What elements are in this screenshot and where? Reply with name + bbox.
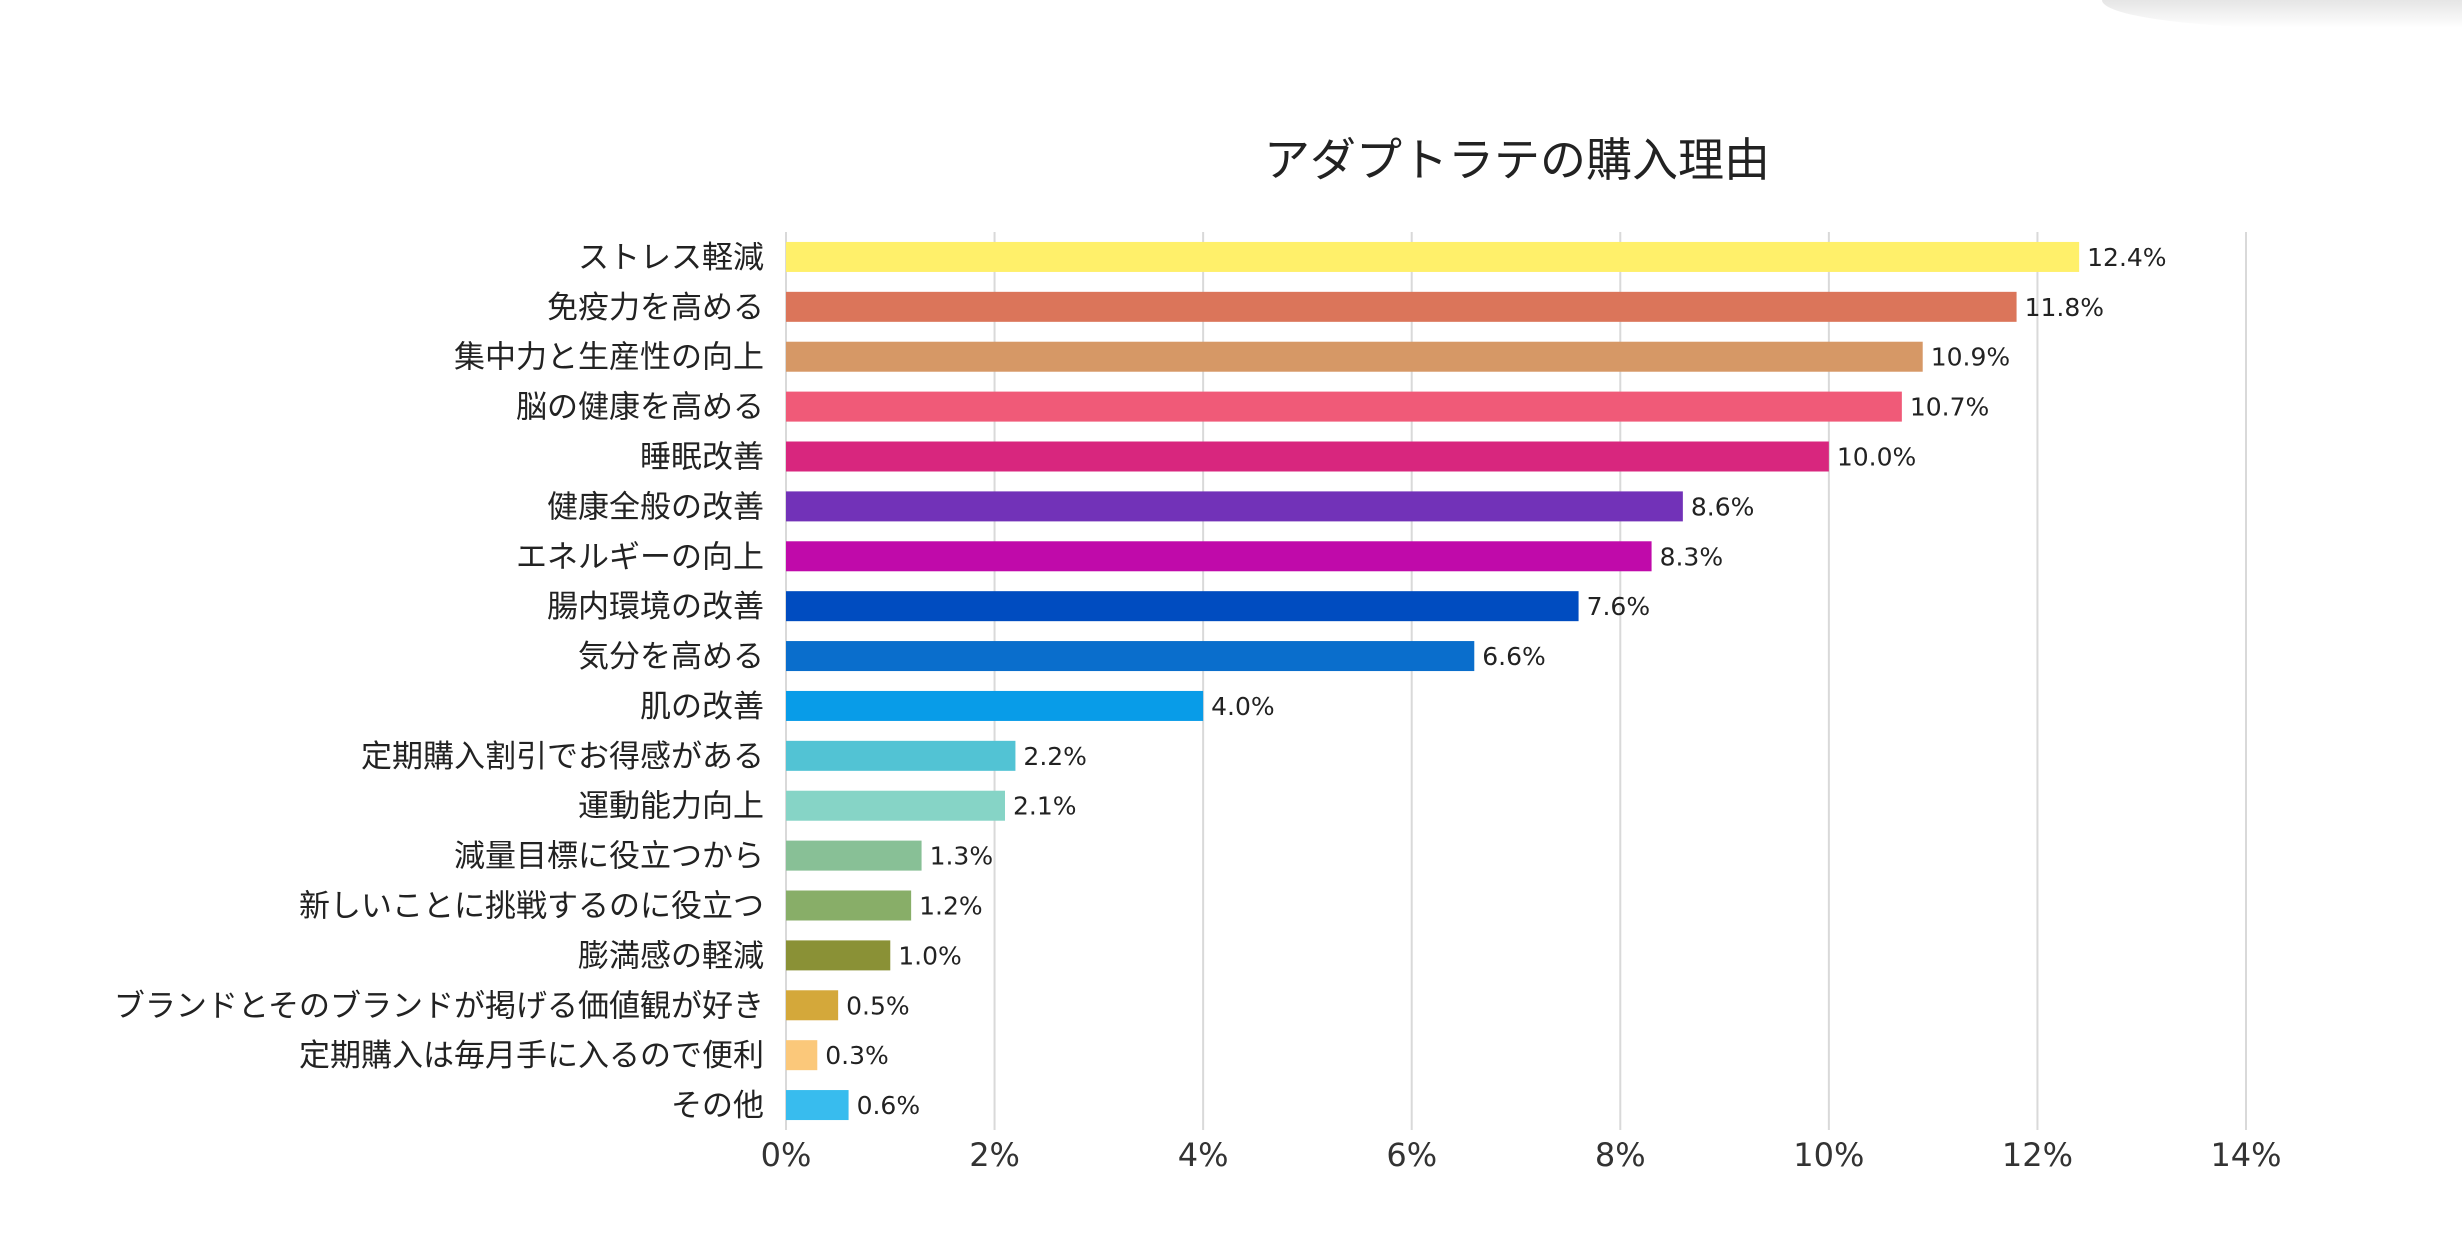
category-label: 健康全般の改善 xyxy=(547,489,764,525)
bar-16 xyxy=(786,990,839,1021)
bar-9 xyxy=(786,641,1475,672)
chart-title: アダプトラテの購入理由 xyxy=(1264,133,1770,187)
bar-17 xyxy=(786,1040,818,1071)
bar-12 xyxy=(786,790,1005,821)
bar-3 xyxy=(786,341,1923,372)
category-label: エネルギーの向上 xyxy=(516,539,764,575)
value-label: 7.6% xyxy=(1587,592,1651,621)
category-label: 気分を高める xyxy=(578,639,764,675)
category-label: 膨満感の軽減 xyxy=(578,938,764,974)
x-tick-label: 8% xyxy=(1595,1136,1646,1174)
x-tick-label: 14% xyxy=(2210,1136,2281,1174)
value-label: 0.6% xyxy=(857,1091,921,1120)
category-label: 肌の改善 xyxy=(640,689,764,725)
x-tick-label: 12% xyxy=(2002,1136,2073,1174)
value-label: 10.0% xyxy=(1837,443,1916,472)
bar-14 xyxy=(786,890,912,921)
x-axis-ticks: 0% 2% 4% 6% 8% 10% 12% 14% xyxy=(761,1136,2282,1174)
value-label: 1.0% xyxy=(898,941,962,970)
category-label: ストレス軽減 xyxy=(578,240,764,276)
bar-2 xyxy=(786,291,2017,322)
value-labels: 12.4% 11.8% 10.9% 10.7% 10.0% 8.6% 8.3% 7.6% 6.6… xyxy=(825,243,2166,1120)
category-label: 脳の健康を高める xyxy=(516,390,764,426)
value-label: 10.9% xyxy=(1931,343,2010,372)
bar-7 xyxy=(786,541,1652,572)
category-label: 定期購入割引でお得感がある xyxy=(361,739,764,775)
value-label: 4.0% xyxy=(1211,692,1275,721)
value-label: 12.4% xyxy=(2087,243,2166,272)
bar-1 xyxy=(786,241,2080,272)
x-tick-label: 4% xyxy=(1178,1136,1229,1174)
value-label: 8.6% xyxy=(1691,492,1755,521)
bar-13 xyxy=(786,840,922,871)
bars xyxy=(786,241,2080,1121)
value-label: 1.2% xyxy=(919,892,983,921)
value-label: 2.2% xyxy=(1023,742,1087,771)
category-label: 新しいことに挑戦するのに役立つ xyxy=(299,889,764,925)
value-label: 1.3% xyxy=(930,842,994,871)
x-tick-label: 0% xyxy=(761,1136,812,1174)
category-label: 減量目標に役立つから xyxy=(454,839,764,875)
value-label: 0.5% xyxy=(846,991,910,1020)
value-label: 10.7% xyxy=(1910,393,1989,422)
x-tick-label: 6% xyxy=(1386,1136,1437,1174)
bar-8 xyxy=(786,591,1579,622)
value-label: 6.6% xyxy=(1482,642,1546,671)
bar-4 xyxy=(786,391,1902,422)
x-tick-label: 2% xyxy=(969,1136,1020,1174)
bar-18 xyxy=(786,1090,849,1121)
category-label: ブランドとそのブランドが掲げる価値観が好き xyxy=(114,988,764,1024)
category-label: 睡眠改善 xyxy=(640,440,764,476)
category-label: 定期購入は毎月手に入るので便利 xyxy=(299,1038,764,1074)
bar-6 xyxy=(786,491,1683,522)
category-label: 免疫力を高める xyxy=(547,290,764,326)
bar-15 xyxy=(786,940,891,971)
value-label: 8.3% xyxy=(1660,542,1724,571)
category-label: 運動能力向上 xyxy=(578,789,764,825)
bar-10 xyxy=(786,690,1204,721)
category-label: 集中力と生産性の向上 xyxy=(454,340,764,376)
bar-5 xyxy=(786,441,1829,472)
gridlines xyxy=(785,232,2247,1130)
category-label: 腸内環境の改善 xyxy=(547,589,764,625)
category-label: その他 xyxy=(671,1088,764,1124)
bar-11 xyxy=(786,740,1016,771)
category-labels: ストレス軽減免疫力を高める集中力と生産性の向上脳の健康を高める睡眠改善健康全般の… xyxy=(114,240,764,1124)
value-label: 2.1% xyxy=(1013,792,1077,821)
value-label: 11.8% xyxy=(2025,293,2104,322)
x-tick-label: 10% xyxy=(1793,1136,1864,1174)
value-label: 0.3% xyxy=(825,1041,889,1070)
